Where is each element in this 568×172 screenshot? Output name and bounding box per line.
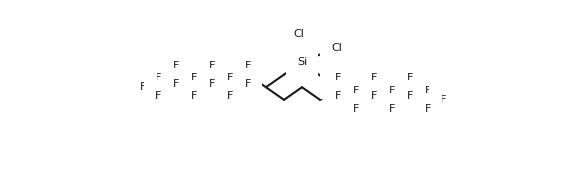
Text: F: F <box>389 104 395 114</box>
Text: F: F <box>353 104 359 114</box>
Text: F: F <box>191 73 197 83</box>
Text: Cl: Cl <box>332 43 343 53</box>
Text: F: F <box>425 86 431 96</box>
Text: F: F <box>208 61 215 71</box>
Text: F: F <box>140 82 146 92</box>
Text: F: F <box>173 61 179 71</box>
Text: F: F <box>173 79 179 89</box>
Text: Si: Si <box>297 57 307 67</box>
Text: F: F <box>335 91 341 101</box>
Text: F: F <box>353 86 359 96</box>
Text: Cl: Cl <box>332 78 343 88</box>
Text: F: F <box>227 91 233 101</box>
Text: F: F <box>407 91 414 101</box>
Text: F: F <box>191 91 197 101</box>
Text: F: F <box>154 91 161 101</box>
Text: F: F <box>389 86 395 96</box>
Text: F: F <box>335 73 341 83</box>
Text: Cl: Cl <box>294 29 304 39</box>
Text: F: F <box>440 95 446 105</box>
Text: F: F <box>208 79 215 89</box>
Text: F: F <box>227 73 233 83</box>
Text: F: F <box>154 73 161 83</box>
Text: F: F <box>407 73 414 83</box>
Text: F: F <box>371 91 377 101</box>
Text: F: F <box>245 61 251 71</box>
Text: F: F <box>425 104 431 114</box>
Text: F: F <box>245 79 251 89</box>
Text: F: F <box>371 73 377 83</box>
